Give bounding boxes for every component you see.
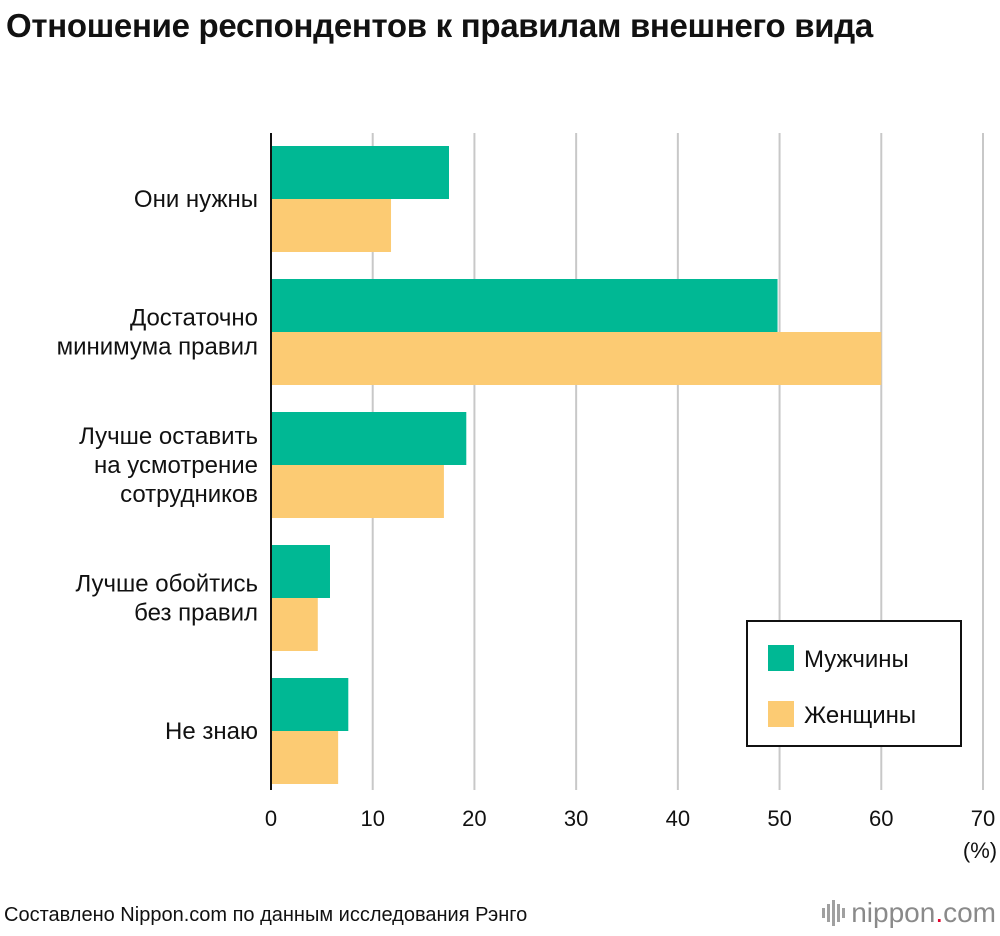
legend-label-men: Мужчины (804, 646, 909, 673)
x-axis-ticks: 0 10 20 30 40 50 60 70 (265, 806, 995, 831)
legend: Мужчины Женщины (746, 620, 962, 747)
x-tick-label-60: 60 (869, 806, 893, 831)
x-tick-label-20: 20 (462, 806, 486, 831)
logo-tld: com (943, 897, 996, 928)
category-label-2-1: на усмотрение (94, 452, 258, 479)
bar-men-2 (271, 412, 467, 465)
bars (271, 146, 882, 784)
category-label-3-1: без правил (134, 600, 258, 627)
bar-men-0 (271, 146, 449, 199)
bar-women-0 (271, 199, 392, 252)
bar-men-1 (271, 279, 778, 332)
logo-dot: . (935, 897, 944, 928)
bar-women-3 (271, 598, 318, 651)
category-label-1-1: минимума правил (57, 334, 258, 361)
bar-women-1 (271, 332, 882, 385)
bar-women-2 (271, 465, 444, 518)
category-label-3-0: Лучше обойтись (75, 571, 258, 598)
source-note: Составлено Nippon.com по данным исследов… (4, 904, 528, 926)
x-tick-label-40: 40 (666, 806, 690, 831)
bar-men-3 (271, 545, 330, 598)
x-tick-label-70: 70 (971, 806, 995, 831)
x-tick-label-30: 30 (564, 806, 588, 831)
x-tick-label-0: 0 (265, 806, 277, 831)
category-label-0-0: Они нужны (134, 186, 258, 213)
legend-swatch-women (768, 701, 794, 727)
legend-swatch-men (768, 645, 794, 671)
category-label-2-0: Лучше оставить (79, 423, 258, 450)
nippon-logo: nippon.com (822, 896, 996, 930)
category-label-2-2: сотрудников (120, 481, 258, 508)
legend-label-women: Женщины (804, 702, 916, 729)
logo-text: nippon (851, 897, 936, 928)
bar-men-4 (271, 678, 349, 731)
x-axis-unit: (%) (963, 838, 997, 863)
category-label-4-0: Не знаю (165, 718, 258, 745)
x-tick-label-50: 50 (767, 806, 791, 831)
logo-bars-icon (822, 900, 846, 926)
category-label-1-0: Достаточно (130, 305, 258, 332)
bar-women-4 (271, 731, 339, 784)
chart-title: Отношение респондентов к правилам внешне… (6, 7, 873, 44)
x-tick-label-10: 10 (360, 806, 384, 831)
